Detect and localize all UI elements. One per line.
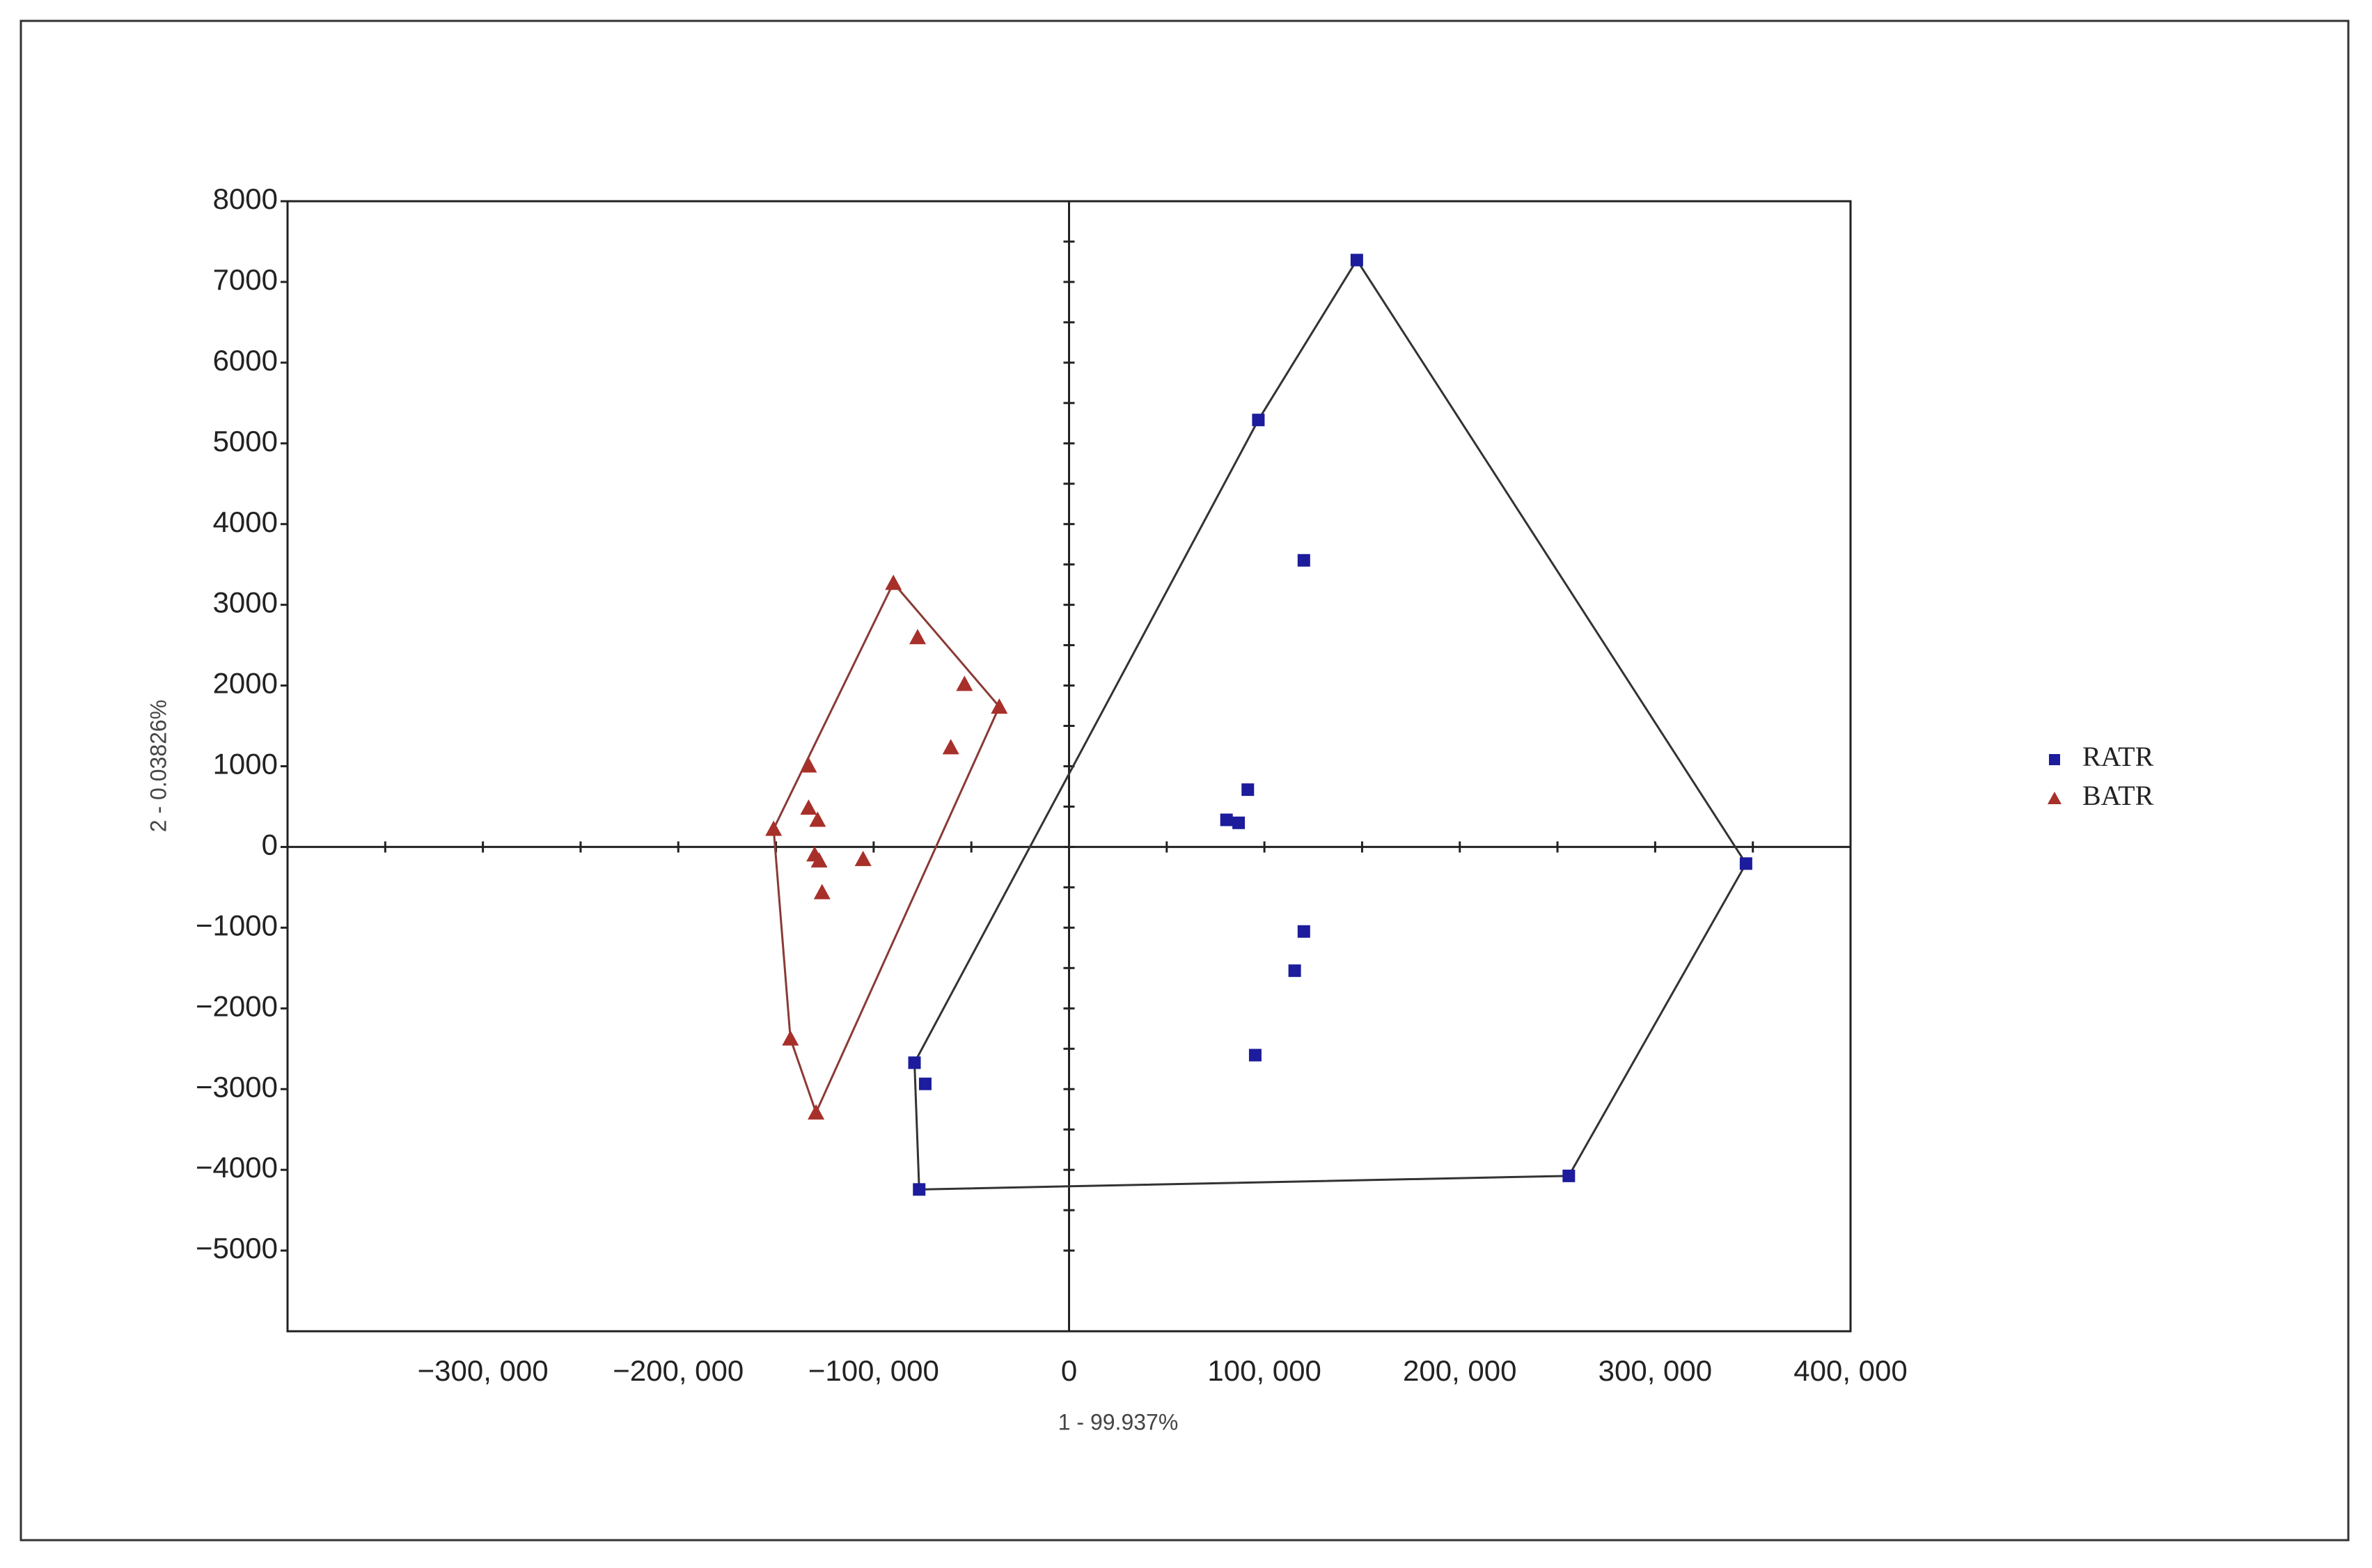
y-tick-label: 7000 xyxy=(213,263,278,296)
y-tick-label: 6000 xyxy=(213,344,278,377)
point xyxy=(885,574,902,590)
point xyxy=(808,1104,825,1120)
point xyxy=(1220,813,1233,826)
x-tick-label: 300, 000 xyxy=(1599,1354,1713,1387)
point xyxy=(909,629,927,645)
y-tick-label: −2000 xyxy=(196,989,278,1022)
y-tick-label: 1000 xyxy=(213,748,278,781)
point xyxy=(854,850,872,866)
point xyxy=(1562,1169,1576,1182)
point xyxy=(1297,925,1310,938)
point xyxy=(913,1183,926,1196)
x-tick-label: 100, 000 xyxy=(1207,1354,1321,1387)
point xyxy=(1248,1049,1262,1062)
point xyxy=(810,852,828,868)
point xyxy=(1297,554,1310,567)
x-tick-label: 200, 000 xyxy=(1403,1354,1517,1387)
x-tick-label: −300, 000 xyxy=(418,1354,549,1387)
y-tick-label: 4000 xyxy=(213,505,278,538)
point xyxy=(1350,253,1363,267)
y-axis-title: 2 - 0.03826% xyxy=(146,700,171,832)
point xyxy=(813,884,831,900)
x-tick-label: 400, 000 xyxy=(1793,1354,1908,1387)
group-hull xyxy=(913,258,1747,1191)
legend-label: BATR xyxy=(2082,780,2154,811)
y-tick-label: −1000 xyxy=(196,909,278,941)
legend-marker xyxy=(2049,754,2060,765)
y-tick-label: 5000 xyxy=(213,425,278,457)
legend-marker xyxy=(2048,792,2061,804)
point xyxy=(956,675,973,691)
y-tick-label: −4000 xyxy=(196,1151,278,1184)
point xyxy=(782,1030,799,1046)
x-tick-label: −100, 000 xyxy=(808,1354,939,1387)
point xyxy=(1288,964,1301,978)
point xyxy=(1739,857,1752,870)
legend-label: RATR xyxy=(2082,741,2154,772)
y-tick-label: 8000 xyxy=(213,182,278,215)
group-hull xyxy=(772,581,1001,1115)
point xyxy=(809,811,826,827)
point xyxy=(800,799,817,815)
y-tick-label: 3000 xyxy=(213,586,278,619)
y-tick-label: 2000 xyxy=(213,667,278,700)
y-tick-label: 0 xyxy=(262,829,278,861)
point xyxy=(991,698,1008,714)
point xyxy=(765,820,783,836)
point xyxy=(918,1077,932,1090)
point xyxy=(908,1056,921,1069)
point xyxy=(800,757,817,773)
point xyxy=(1252,414,1265,427)
frame xyxy=(19,19,2350,1542)
point xyxy=(1232,816,1246,829)
x-axis-title: 1 - 99.937% xyxy=(1058,1409,1179,1434)
x-tick-label: −200, 000 xyxy=(613,1354,744,1387)
point xyxy=(942,739,959,755)
point xyxy=(1241,783,1255,797)
x-tick-label: 0 xyxy=(1061,1354,1077,1387)
y-tick-label: −3000 xyxy=(196,1070,278,1103)
y-tick-label: −5000 xyxy=(196,1232,278,1264)
